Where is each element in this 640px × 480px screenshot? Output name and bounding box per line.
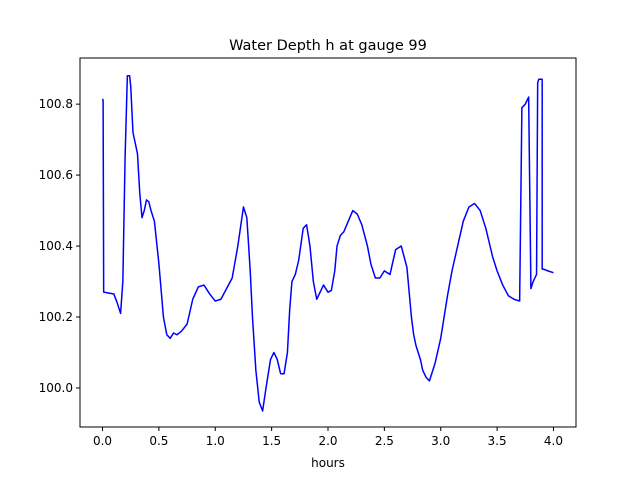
x-tick-label: 1.5 <box>262 434 281 448</box>
x-tick-label: 1.0 <box>206 434 225 448</box>
x-tick-label: 2.0 <box>318 434 337 448</box>
x-tick-label: 3.5 <box>488 434 507 448</box>
x-tick-label: 4.0 <box>544 434 563 448</box>
x-tick-label: 2.5 <box>375 434 394 448</box>
series-layer <box>101 74 554 412</box>
y-tick-label: 100.4 <box>39 239 73 253</box>
chart-title: Water Depth h at gauge 99 <box>229 38 427 54</box>
y-tick-label: 100.0 <box>39 381 73 395</box>
y-tick-label: 100.8 <box>39 97 73 111</box>
x-axis-label: hours <box>311 456 345 470</box>
series-line-0 <box>101 74 554 412</box>
x-tick-label: 0.5 <box>149 434 168 448</box>
x-tick-label: 3.0 <box>431 434 450 448</box>
x-axis: 0.0 0.5 1.0 1.5 2.0 2.5 3.0 3.5 4.0 <box>93 427 563 448</box>
x-tick-label: 0.0 <box>93 434 112 448</box>
y-tick-label: 100.2 <box>39 310 73 324</box>
y-tick-label: 100.6 <box>39 168 73 182</box>
y-axis: 100.0 100.2 100.4 100.6 100.8 <box>39 97 80 395</box>
